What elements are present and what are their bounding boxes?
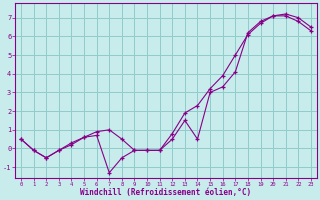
- X-axis label: Windchill (Refroidissement éolien,°C): Windchill (Refroidissement éolien,°C): [80, 188, 252, 197]
